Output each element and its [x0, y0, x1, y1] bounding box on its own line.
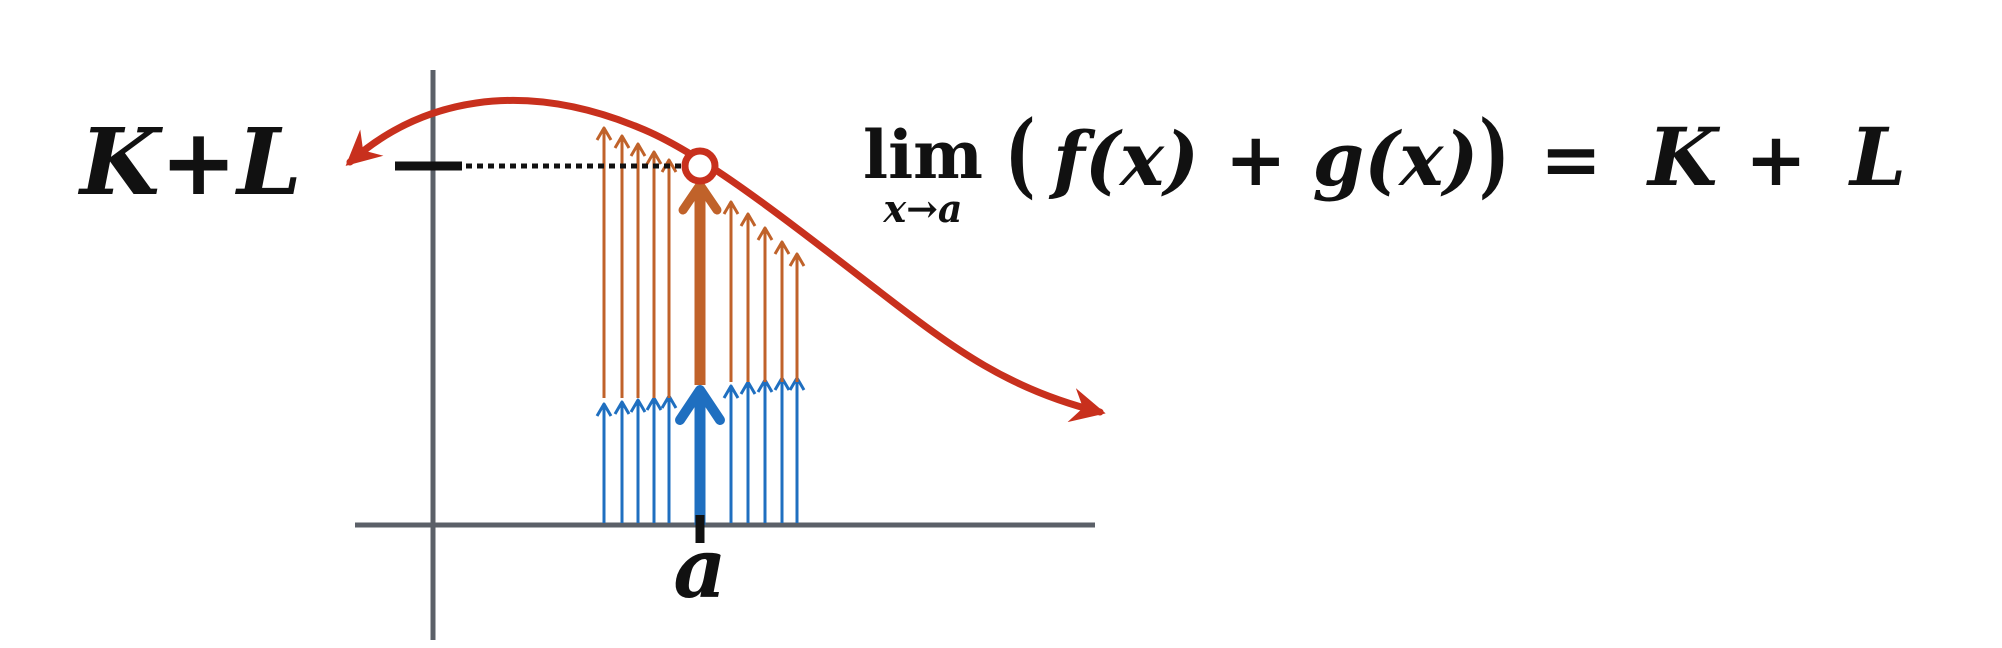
limit-hole-circle	[681, 147, 719, 185]
a-label: a	[673, 521, 726, 617]
formula-lim: lim	[863, 116, 983, 194]
formula-plus: +	[1745, 117, 1807, 203]
formula-k: K	[1646, 110, 1721, 204]
sum-function-curve	[345, 96, 1106, 423]
formula-subscript: x→a	[882, 186, 962, 231]
formula-open-paren: (	[1005, 99, 1035, 208]
formula-equals: =	[1540, 117, 1602, 203]
formula-expression: f(x) + g(x)	[1048, 117, 1478, 203]
formula-l: L	[1848, 110, 1906, 204]
formula-close-paren: )	[1479, 99, 1509, 208]
k-plus-l-label: K+L	[77, 108, 302, 216]
